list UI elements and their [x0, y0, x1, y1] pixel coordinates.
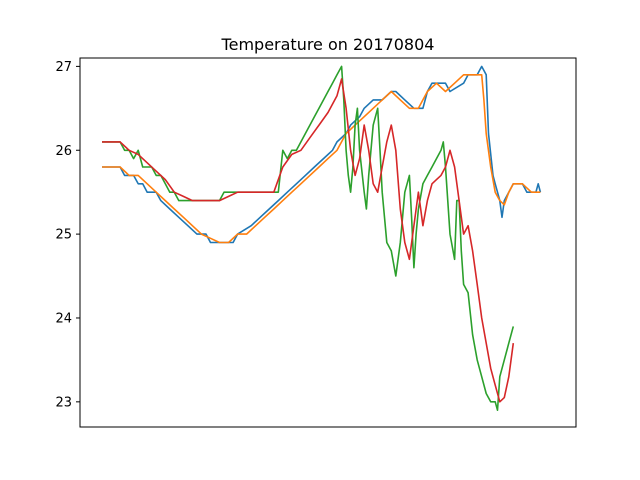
series-lines — [102, 65, 542, 412]
chart-title: Temperature on 20170804 — [221, 35, 435, 54]
y-tick-label: 24 — [55, 311, 72, 326]
plot-area-frame — [79, 57, 577, 428]
y-tick-label: 25 — [55, 228, 72, 243]
y-tick-label: 23 — [55, 395, 72, 410]
series-line-4 — [102, 78, 515, 403]
series-line-2 — [102, 74, 541, 244]
y-axis-ticks: 23 24 25 26 27 — [55, 60, 80, 410]
y-tick-label: 26 — [55, 144, 72, 159]
series-line-1 — [102, 65, 542, 244]
y-tick-label: 27 — [55, 60, 72, 75]
